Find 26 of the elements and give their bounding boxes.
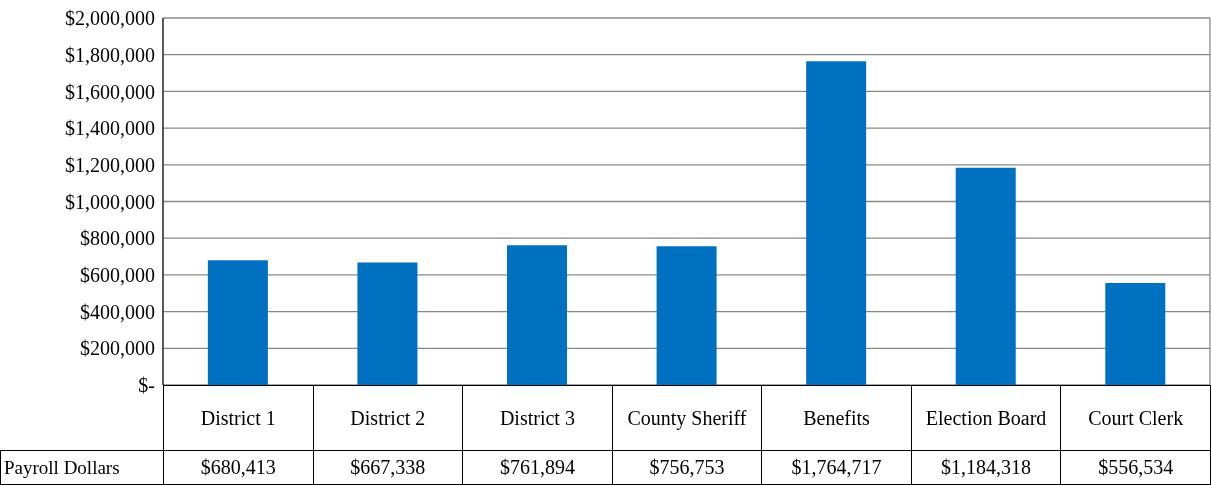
y-tick-label: $1,200,000 xyxy=(65,153,155,176)
y-tick-label: $- xyxy=(138,374,155,397)
x-tick-label: District 2 xyxy=(313,385,463,451)
x-tick-label: District 3 xyxy=(462,385,613,451)
x-tick-label: Election Board xyxy=(911,385,1061,451)
x-tick-label: County Sheriff xyxy=(612,385,762,451)
y-tick-label: $200,000 xyxy=(80,337,155,360)
y-tick-label: $800,000 xyxy=(80,227,155,250)
x-tick-label: Benefits xyxy=(761,385,912,451)
x-tick-label: Court Clerk xyxy=(1060,385,1211,451)
y-tick-label: $1,600,000 xyxy=(65,80,155,103)
data-label: $680,413 xyxy=(163,450,314,485)
data-label: $667,338 xyxy=(313,450,463,485)
data-label: $761,894 xyxy=(462,450,613,485)
x-tick-label: District 1 xyxy=(163,385,314,451)
data-label: $556,534 xyxy=(1060,450,1211,485)
y-tick-label: $600,000 xyxy=(80,264,155,286)
y-tick-label: $1,400,000 xyxy=(65,117,155,140)
data-label: $756,753 xyxy=(612,450,762,485)
y-tick-label: $1,000,000 xyxy=(65,190,155,213)
y-tick-label: $400,000 xyxy=(80,300,155,323)
data-label: $1,764,717 xyxy=(761,450,912,485)
y-tick-label: $2,000,000 xyxy=(65,7,155,30)
y-tick-label: $1,800,000 xyxy=(65,43,155,66)
data-label: $1,184,318 xyxy=(911,450,1061,485)
text: Payroll Dollars xyxy=(0,450,164,485)
